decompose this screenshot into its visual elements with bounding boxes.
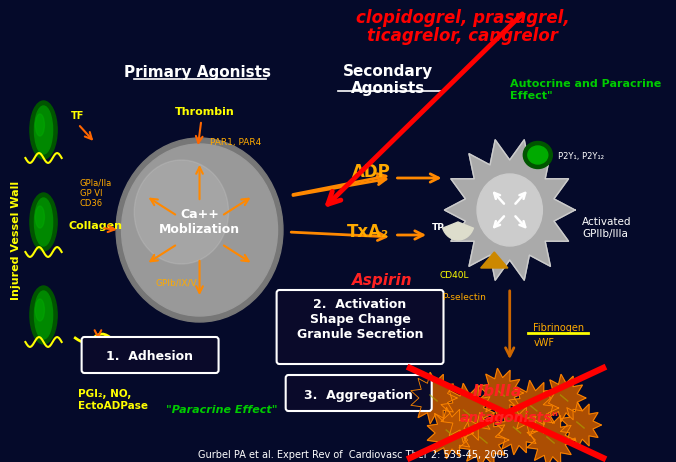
Text: Thrombin: Thrombin — [175, 107, 235, 117]
Text: 3.  Aggregation: 3. Aggregation — [304, 389, 412, 401]
Polygon shape — [411, 372, 457, 424]
Circle shape — [135, 160, 228, 264]
Circle shape — [122, 144, 278, 316]
Text: Activated
GPIIb/IIIa: Activated GPIIb/IIIa — [582, 217, 632, 239]
Ellipse shape — [528, 146, 548, 164]
Text: Ca++
Moblization: Ca++ Moblization — [159, 208, 240, 236]
Polygon shape — [479, 368, 523, 418]
Ellipse shape — [35, 206, 45, 228]
Text: "Paracrine Effect": "Paracrine Effect" — [166, 405, 277, 415]
FancyBboxPatch shape — [82, 337, 218, 373]
Text: Secondary
Agonists: Secondary Agonists — [343, 64, 433, 96]
Text: 2.  Activation
Shape Change
Granule Secretion: 2. Activation Shape Change Granule Secre… — [297, 298, 423, 341]
Polygon shape — [459, 412, 509, 462]
Ellipse shape — [34, 198, 53, 246]
Circle shape — [477, 174, 542, 246]
Text: P-selectin: P-selectin — [443, 293, 487, 303]
Ellipse shape — [30, 193, 57, 251]
Text: TF: TF — [71, 111, 84, 121]
Polygon shape — [481, 252, 508, 268]
Polygon shape — [509, 380, 558, 436]
FancyBboxPatch shape — [276, 290, 443, 364]
Text: IIbIIIa: IIbIIIa — [473, 384, 522, 400]
Polygon shape — [427, 407, 473, 459]
Ellipse shape — [34, 291, 53, 339]
Text: CD40L: CD40L — [440, 270, 469, 280]
Text: TxA₂: TxA₂ — [347, 223, 389, 241]
Text: Gurbel PA et al. Expert Rev of  Cardiovasc Ther 2: 535-45, 2005: Gurbel PA et al. Expert Rev of Cardiovas… — [197, 450, 509, 460]
Ellipse shape — [30, 286, 57, 344]
Text: Autocrine and Paracrine
Effect": Autocrine and Paracrine Effect" — [510, 79, 661, 101]
Text: vWF: vWF — [89, 345, 116, 355]
Circle shape — [116, 138, 283, 322]
Polygon shape — [544, 374, 586, 422]
Polygon shape — [560, 402, 602, 448]
Ellipse shape — [35, 299, 45, 321]
Text: vWF: vWF — [533, 338, 554, 348]
Text: Aspirin: Aspirin — [352, 273, 412, 287]
Polygon shape — [527, 413, 575, 462]
Text: PAR1, PAR4: PAR1, PAR4 — [210, 139, 262, 147]
Text: GPIb/IX/V: GPIb/IX/V — [156, 279, 197, 287]
Text: 1.  Adhesion: 1. Adhesion — [106, 351, 193, 364]
Polygon shape — [441, 383, 494, 443]
FancyBboxPatch shape — [286, 375, 432, 411]
Text: ticagrelor, cangrelor: ticagrelor, cangrelor — [367, 27, 558, 45]
Text: clopidogrel, prasugrel,: clopidogrel, prasugrel, — [356, 9, 569, 27]
Text: PGI₂, NO,
EctoADPase: PGI₂, NO, EctoADPase — [78, 389, 148, 411]
Ellipse shape — [30, 101, 57, 159]
Text: TP: TP — [432, 224, 445, 232]
Text: Injured Vessel Wall: Injured Vessel Wall — [11, 181, 22, 299]
Wedge shape — [443, 222, 473, 240]
Text: Collagen: Collagen — [69, 221, 123, 231]
Text: Primary Agonists: Primary Agonists — [124, 66, 271, 80]
Text: ADP: ADP — [352, 163, 391, 181]
Text: P2Y₁, P2Y₁₂: P2Y₁, P2Y₁₂ — [558, 152, 604, 162]
Text: GPIa/IIa
GP VI
CD36: GPIa/IIa GP VI CD36 — [80, 178, 112, 208]
Text: Fibrinogen: Fibrinogen — [533, 323, 585, 333]
Ellipse shape — [523, 141, 552, 169]
Polygon shape — [496, 405, 539, 455]
Ellipse shape — [35, 114, 45, 136]
Polygon shape — [444, 140, 575, 280]
Ellipse shape — [34, 106, 53, 154]
Text: antagonists": antagonists" — [460, 411, 560, 425]
